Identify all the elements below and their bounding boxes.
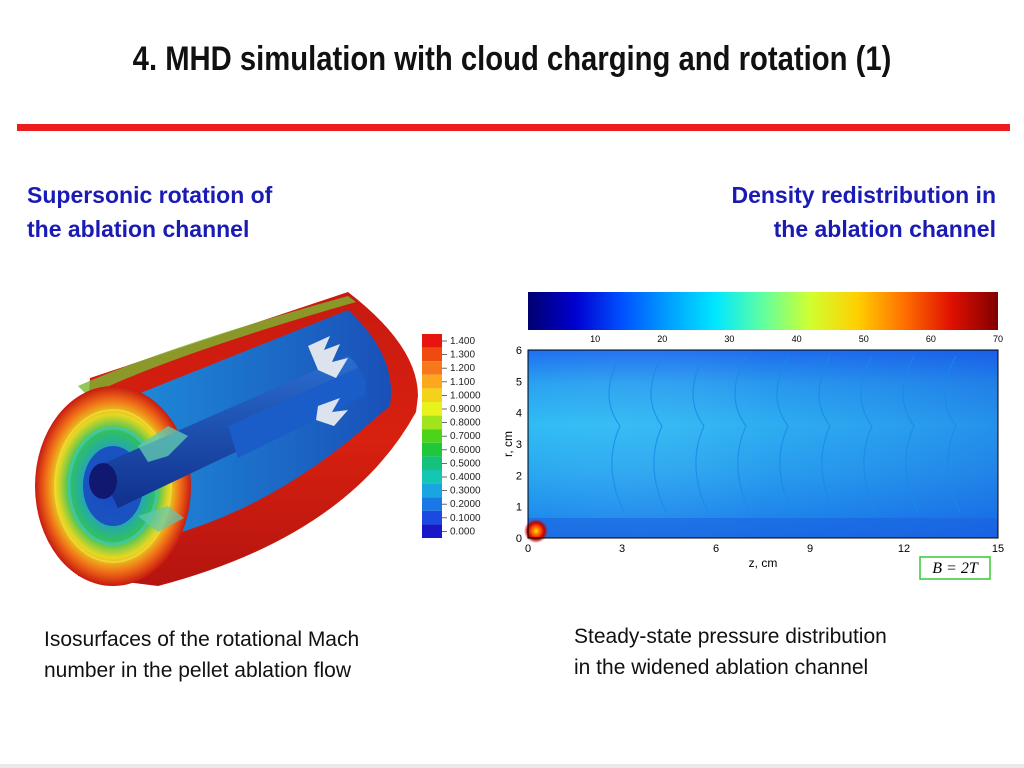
right-heading-line-1: Density redistribution in [731,182,996,208]
mach-colorbar-label: 0.4000 [450,472,481,483]
cylinder-render-icon: 1.400 1.300 1.200 1.100 1.0000 0.9000 0.8000 0.… [35,292,481,586]
colorbar-tick-label: 60 [926,334,936,344]
mach-colorbar-swatch [422,361,442,375]
left-heading-line-1: Supersonic rotation of [27,182,273,208]
mach-colorbar-swatch [422,442,442,457]
y-tick-label: 4 [516,408,522,420]
mach-colorbar-label: 1.400 [450,336,475,347]
y-tick-label: 0 [516,533,522,545]
left-heading: Supersonic rotation of the ablation chan… [27,178,272,246]
x-tick-label: 3 [619,543,625,555]
x-tick-label: 15 [992,543,1004,555]
right-caption-line-1: Steady-state pressure distribution [574,625,887,648]
right-caption: Steady-state pressure distribution in th… [574,621,887,683]
y-tick-label: 5 [516,376,522,388]
mach-colorbar-swatch [422,347,442,362]
colorbar-tick-label: 50 [859,334,869,344]
mach-colorbar-label: 0.5000 [450,458,481,469]
mach-colorbar-swatch [422,402,442,416]
colorbar-tick-label: 30 [724,334,734,344]
right-caption-line-2: in the widened ablation channel [574,656,869,679]
y-tick-label: 6 [516,345,522,357]
mach-colorbar-label: 0.000 [450,526,475,537]
footer-rule [0,764,1024,768]
contour-line [734,355,751,513]
left-caption-line-1: Isosurfaces of the rotational Mach [44,628,360,651]
mach-colorbar-label: 0.7000 [450,431,481,442]
y-tick-label: 3 [516,439,522,451]
x-tick-label: 6 [713,543,719,555]
pressure-hotspot [524,519,548,543]
colorbar-tick-label: 20 [657,334,667,344]
right-heading: Density redistribution in the ablation c… [731,178,996,246]
mach-colorbar-swatch [422,374,442,389]
mach-colorbar-swatch [422,524,442,538]
mach-colorbar-swatch [422,470,442,484]
left-heading-line-2: the ablation channel [27,216,250,242]
contour-line [608,355,625,513]
mach-colorbar-swatch [422,510,442,525]
contour-line [818,355,835,513]
mach-colorbar-swatch [422,497,442,511]
mach-colorbar-label: 0.9000 [450,404,481,415]
colorbar-tick-label: 70 [993,334,1003,344]
field-strength-label: B = 2T [932,560,979,577]
mach-colorbar-label: 1.300 [450,350,475,361]
mach-colorbar-label: 1.200 [450,363,475,374]
contour-line [902,355,919,513]
mach-colorbar-label: 0.3000 [450,486,481,497]
x-tick-label: 12 [898,543,910,555]
left-caption: Isosurfaces of the rotational Mach numbe… [44,624,359,686]
mach-colorbar-label: 0.6000 [450,445,481,456]
pressure-colorbar [528,292,998,330]
x-tick-label: 0 [525,543,531,555]
contour-line [650,355,667,513]
left-caption-line-2: number in the pellet ablation flow [44,659,352,682]
right-heading-line-2: the ablation channel [773,216,996,242]
mach-colorbar: 1.400 1.300 1.200 1.100 1.0000 0.9000 0.8000 0.… [422,334,481,538]
y-tick-label: 1 [516,502,522,514]
colorbar-tick-label: 40 [792,334,802,344]
colorbar-tick-label: 10 [590,334,600,344]
y-axis-label: r, cm [501,431,515,457]
slide-title: 4. MHD simulation with cloud charging an… [132,40,892,78]
contour-line [692,355,709,513]
mach-colorbar-label: 0.2000 [450,499,481,510]
x-axis-label: z, cm [749,556,778,570]
field-strength-box [919,556,991,580]
mach-colorbar-label: 0.8000 [450,418,481,429]
mach-colorbar-label: 1.0000 [450,390,481,401]
mach-colorbar-swatch [422,429,442,443]
mach-colorbar-swatch [422,388,442,402]
rotational-mach-figure: 1.400 1.300 1.200 1.100 1.0000 0.9000 0.8000 0.… [18,286,488,586]
mach-colorbar-label: 1.100 [450,377,475,388]
contour-line [860,355,877,513]
mach-colorbar-swatch [422,483,442,498]
mach-colorbar-swatch [422,456,442,470]
mach-colorbar-swatch [422,334,442,348]
contour-line [944,355,961,513]
mach-colorbar-label: 0.1000 [450,513,481,524]
contour-line [776,355,793,513]
x-tick-label: 9 [807,543,813,555]
mach-colorbar-swatch [422,415,442,430]
title-divider [17,124,1010,131]
y-tick-label: 2 [516,470,522,482]
